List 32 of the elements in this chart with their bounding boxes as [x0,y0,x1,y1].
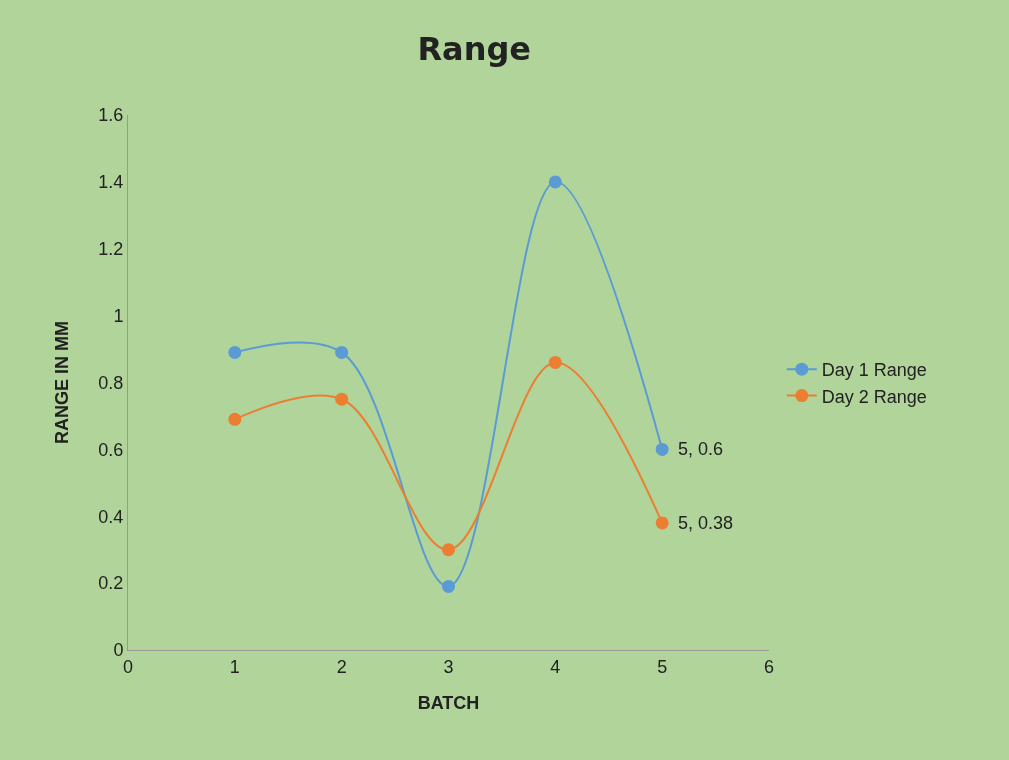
x-tick-label: 6 [763,656,775,677]
legend-label: Day 1 Range [821,360,927,381]
point [548,355,562,369]
point [335,345,349,359]
y-tick-label: 1.4 [98,172,124,193]
point [548,175,562,189]
point [442,579,455,593]
annotation: 5, 0.6 [678,439,724,459]
y-tick-label: 1 [113,305,124,326]
y-tick-label: 1.6 [98,105,124,126]
annotation: 5, 0.38 [678,513,734,533]
x-tick-label: 5 [657,656,668,677]
point [228,412,242,426]
x-tick-label: 2 [336,656,347,677]
y-tick-label: 0.4 [98,506,124,527]
x-tick-label: 1 [229,656,240,677]
point [655,442,669,456]
y-tick-label: 0 [113,640,124,661]
y-tick-label: 1.2 [98,239,124,260]
point [228,345,242,359]
point [442,543,455,557]
y-tick-label: 0.6 [98,439,124,460]
point [655,516,669,530]
point [335,392,349,406]
chart-title: Range [417,30,532,69]
x-tick-label: 4 [550,656,561,677]
y-tick-label: 0.8 [98,372,124,393]
y-axis-title: RANGE IN MM [51,321,72,444]
y-tick-label: 0.2 [98,573,124,594]
x-tick-label: 3 [443,656,454,677]
legend-label: Day 2 Range [821,386,927,407]
x-axis-title: BATCH [417,692,480,713]
